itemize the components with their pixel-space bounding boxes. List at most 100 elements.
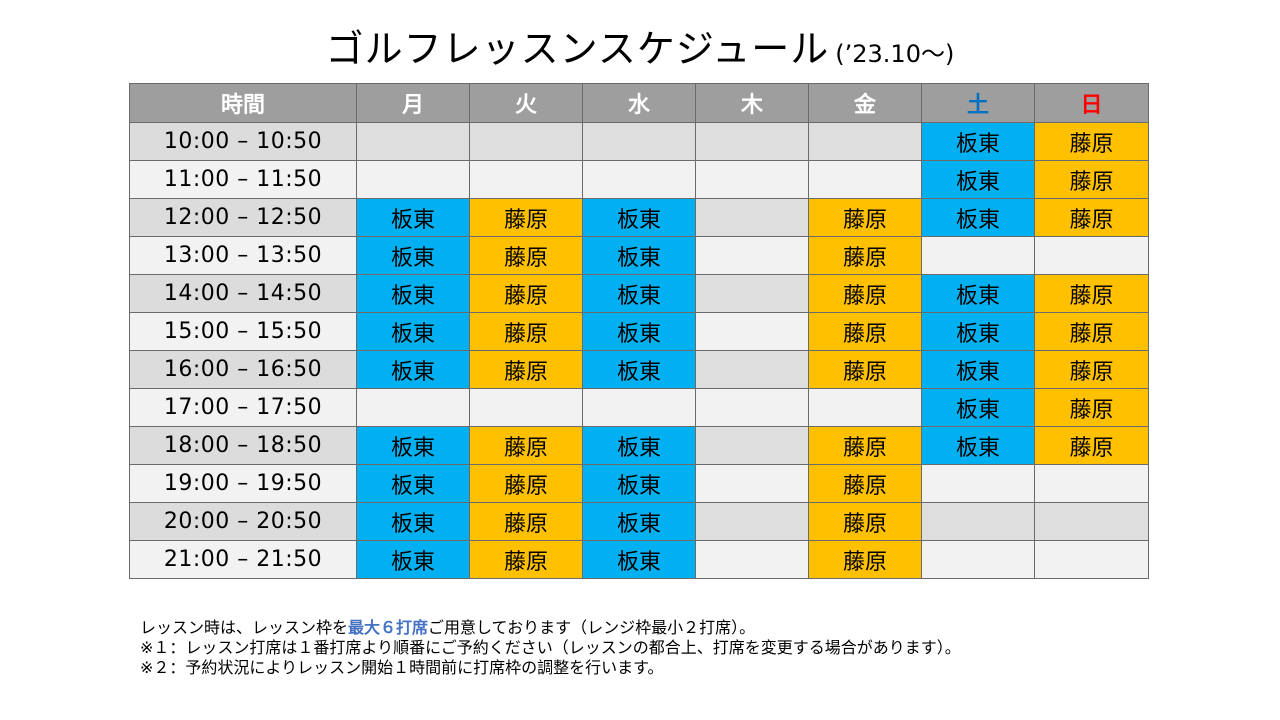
lesson-slot-wed: 板東 [582,350,696,389]
table-row: 10:00 – 10:50 板東 藤原 [129,122,1149,161]
empty-slot-sat [921,464,1035,503]
lesson-slot-sat: 板東 [921,122,1035,161]
lesson-slot-sun: 藤原 [1034,350,1149,389]
lesson-slot-mon: 板東 [356,236,470,275]
empty-slot-thu [695,426,809,465]
table-row: 13:00 – 13:50 板東 藤原 板東 藤原 [129,236,1149,275]
lesson-slot-mon: 板東 [356,274,470,313]
time-cell: 18:00 – 18:50 [129,426,357,465]
lesson-slot-sun: 藤原 [1034,312,1149,351]
empty-slot-sun [1034,502,1149,541]
lesson-slot-fri: 藤原 [808,502,922,541]
empty-slot-fri [808,160,922,199]
table-header-row: 時間月火水木金土日 [129,83,1149,123]
lesson-slot-tue: 藤原 [469,236,583,275]
time-cell: 21:00 – 21:50 [129,540,357,579]
table-row: 12:00 – 12:50 板東 藤原 板東 藤原 板東 藤原 [129,198,1149,237]
empty-slot-thu [695,274,809,313]
lesson-slot-sun: 藤原 [1034,274,1149,313]
lesson-slot-tue: 藤原 [469,312,583,351]
empty-slot-thu [695,350,809,389]
empty-slot-tue [469,160,583,199]
header-sat: 土 [921,83,1035,123]
empty-slot-sat [921,540,1035,579]
lesson-slot-fri: 藤原 [808,426,922,465]
lesson-slot-wed: 板東 [582,540,696,579]
lesson-slot-wed: 板東 [582,198,696,237]
table-row: 20:00 – 20:50 板東 藤原 板東 藤原 [129,502,1149,541]
time-cell: 11:00 – 11:50 [129,160,357,199]
table-row: 14:00 – 14:50 板東 藤原 板東 藤原 板東 藤原 [129,274,1149,313]
lesson-slot-mon: 板東 [356,426,470,465]
table-row: 11:00 – 11:50 板東 藤原 [129,160,1149,199]
header-fri: 金 [808,83,922,123]
lesson-slot-wed: 板東 [582,236,696,275]
time-cell: 12:00 – 12:50 [129,198,357,237]
lesson-slot-fri: 藤原 [808,274,922,313]
header-wed: 水 [582,83,696,123]
time-cell: 19:00 – 19:50 [129,464,357,503]
empty-slot-wed [582,160,696,199]
lesson-slot-tue: 藤原 [469,426,583,465]
lesson-slot-sun: 藤原 [1034,160,1149,199]
table-body: 10:00 – 10:50 板東 藤原 11:00 – 11:50 板東 藤原 12:00 … [129,122,1149,579]
note-highlight: 最大６打席 [348,618,429,637]
lesson-slot-sat: 板東 [921,160,1035,199]
lesson-slot-fri: 藤原 [808,540,922,579]
empty-slot-fri [808,122,922,161]
empty-slot-thu [695,502,809,541]
lesson-slot-sun: 藤原 [1034,426,1149,465]
empty-slot-sun [1034,464,1149,503]
note-line-1: レッスン時は、レッスン枠を最大６打席ご用意しております（レンジ枠最小２打席）。 [140,618,961,638]
lesson-slot-mon: 板東 [356,540,470,579]
lesson-slot-mon: 板東 [356,350,470,389]
note-line-2: ※１：レッスン打席は１番打席より順番にご予約ください（レッスンの都合上、打席を変… [140,638,961,657]
empty-slot-tue [469,122,583,161]
table-row: 21:00 – 21:50 板東 藤原 板東 藤原 [129,540,1149,579]
empty-slot-fri [808,388,922,427]
time-cell: 20:00 – 20:50 [129,502,357,541]
empty-slot-thu [695,464,809,503]
lesson-slot-tue: 藤原 [469,540,583,579]
table-row: 17:00 – 17:50 板東 藤原 [129,388,1149,427]
lesson-slot-mon: 板東 [356,312,470,351]
empty-slot-thu [695,198,809,237]
empty-slot-wed [582,122,696,161]
time-cell: 16:00 – 16:50 [129,350,357,389]
lesson-slot-tue: 藤原 [469,198,583,237]
table-row: 18:00 – 18:50 板東 藤原 板東 藤原 板東 藤原 [129,426,1149,465]
time-cell: 14:00 – 14:50 [129,274,357,313]
note-text: レッスン時は、レッスン枠を [140,618,349,637]
header-tue: 火 [469,83,583,123]
empty-slot-thu [695,388,809,427]
note-text: ご用意しております（レンジ枠最小２打席）。 [428,618,756,637]
empty-slot-thu [695,540,809,579]
empty-slot-sat [921,236,1035,275]
lesson-slot-wed: 板東 [582,312,696,351]
lesson-slot-wed: 板東 [582,502,696,541]
lesson-schedule-table: 時間月火水木金土日 10:00 – 10:50 板東 藤原 11:00 – 11:50… [129,83,1149,579]
notes: レッスン時は、レッスン枠を最大６打席ご用意しております（レンジ枠最小２打席）。 … [140,618,961,678]
lesson-slot-tue: 藤原 [469,464,583,503]
title-date: (’23.10～) [835,40,955,68]
lesson-slot-tue: 藤原 [469,350,583,389]
page-title: ゴルフレッスンスケジュール (’23.10～) [0,18,1280,73]
lesson-slot-tue: 藤原 [469,502,583,541]
lesson-slot-sun: 藤原 [1034,198,1149,237]
empty-slot-tue [469,388,583,427]
lesson-slot-mon: 板東 [356,464,470,503]
empty-slot-sat [921,502,1035,541]
time-cell: 13:00 – 13:50 [129,236,357,275]
note-line-3: ※２：予約状況によりレッスン開始１時間前に打席枠の調整を行います。 [140,658,664,677]
lesson-slot-sat: 板東 [921,312,1035,351]
lesson-slot-tue: 藤原 [469,274,583,313]
lesson-slot-sun: 藤原 [1034,122,1149,161]
title-main: ゴルフレッスンスケジュール [325,27,830,71]
empty-slot-sun [1034,540,1149,579]
lesson-slot-fri: 藤原 [808,236,922,275]
lesson-slot-sun: 藤原 [1034,388,1149,427]
lesson-slot-fri: 藤原 [808,198,922,237]
empty-slot-thu [695,160,809,199]
empty-slot-thu [695,122,809,161]
